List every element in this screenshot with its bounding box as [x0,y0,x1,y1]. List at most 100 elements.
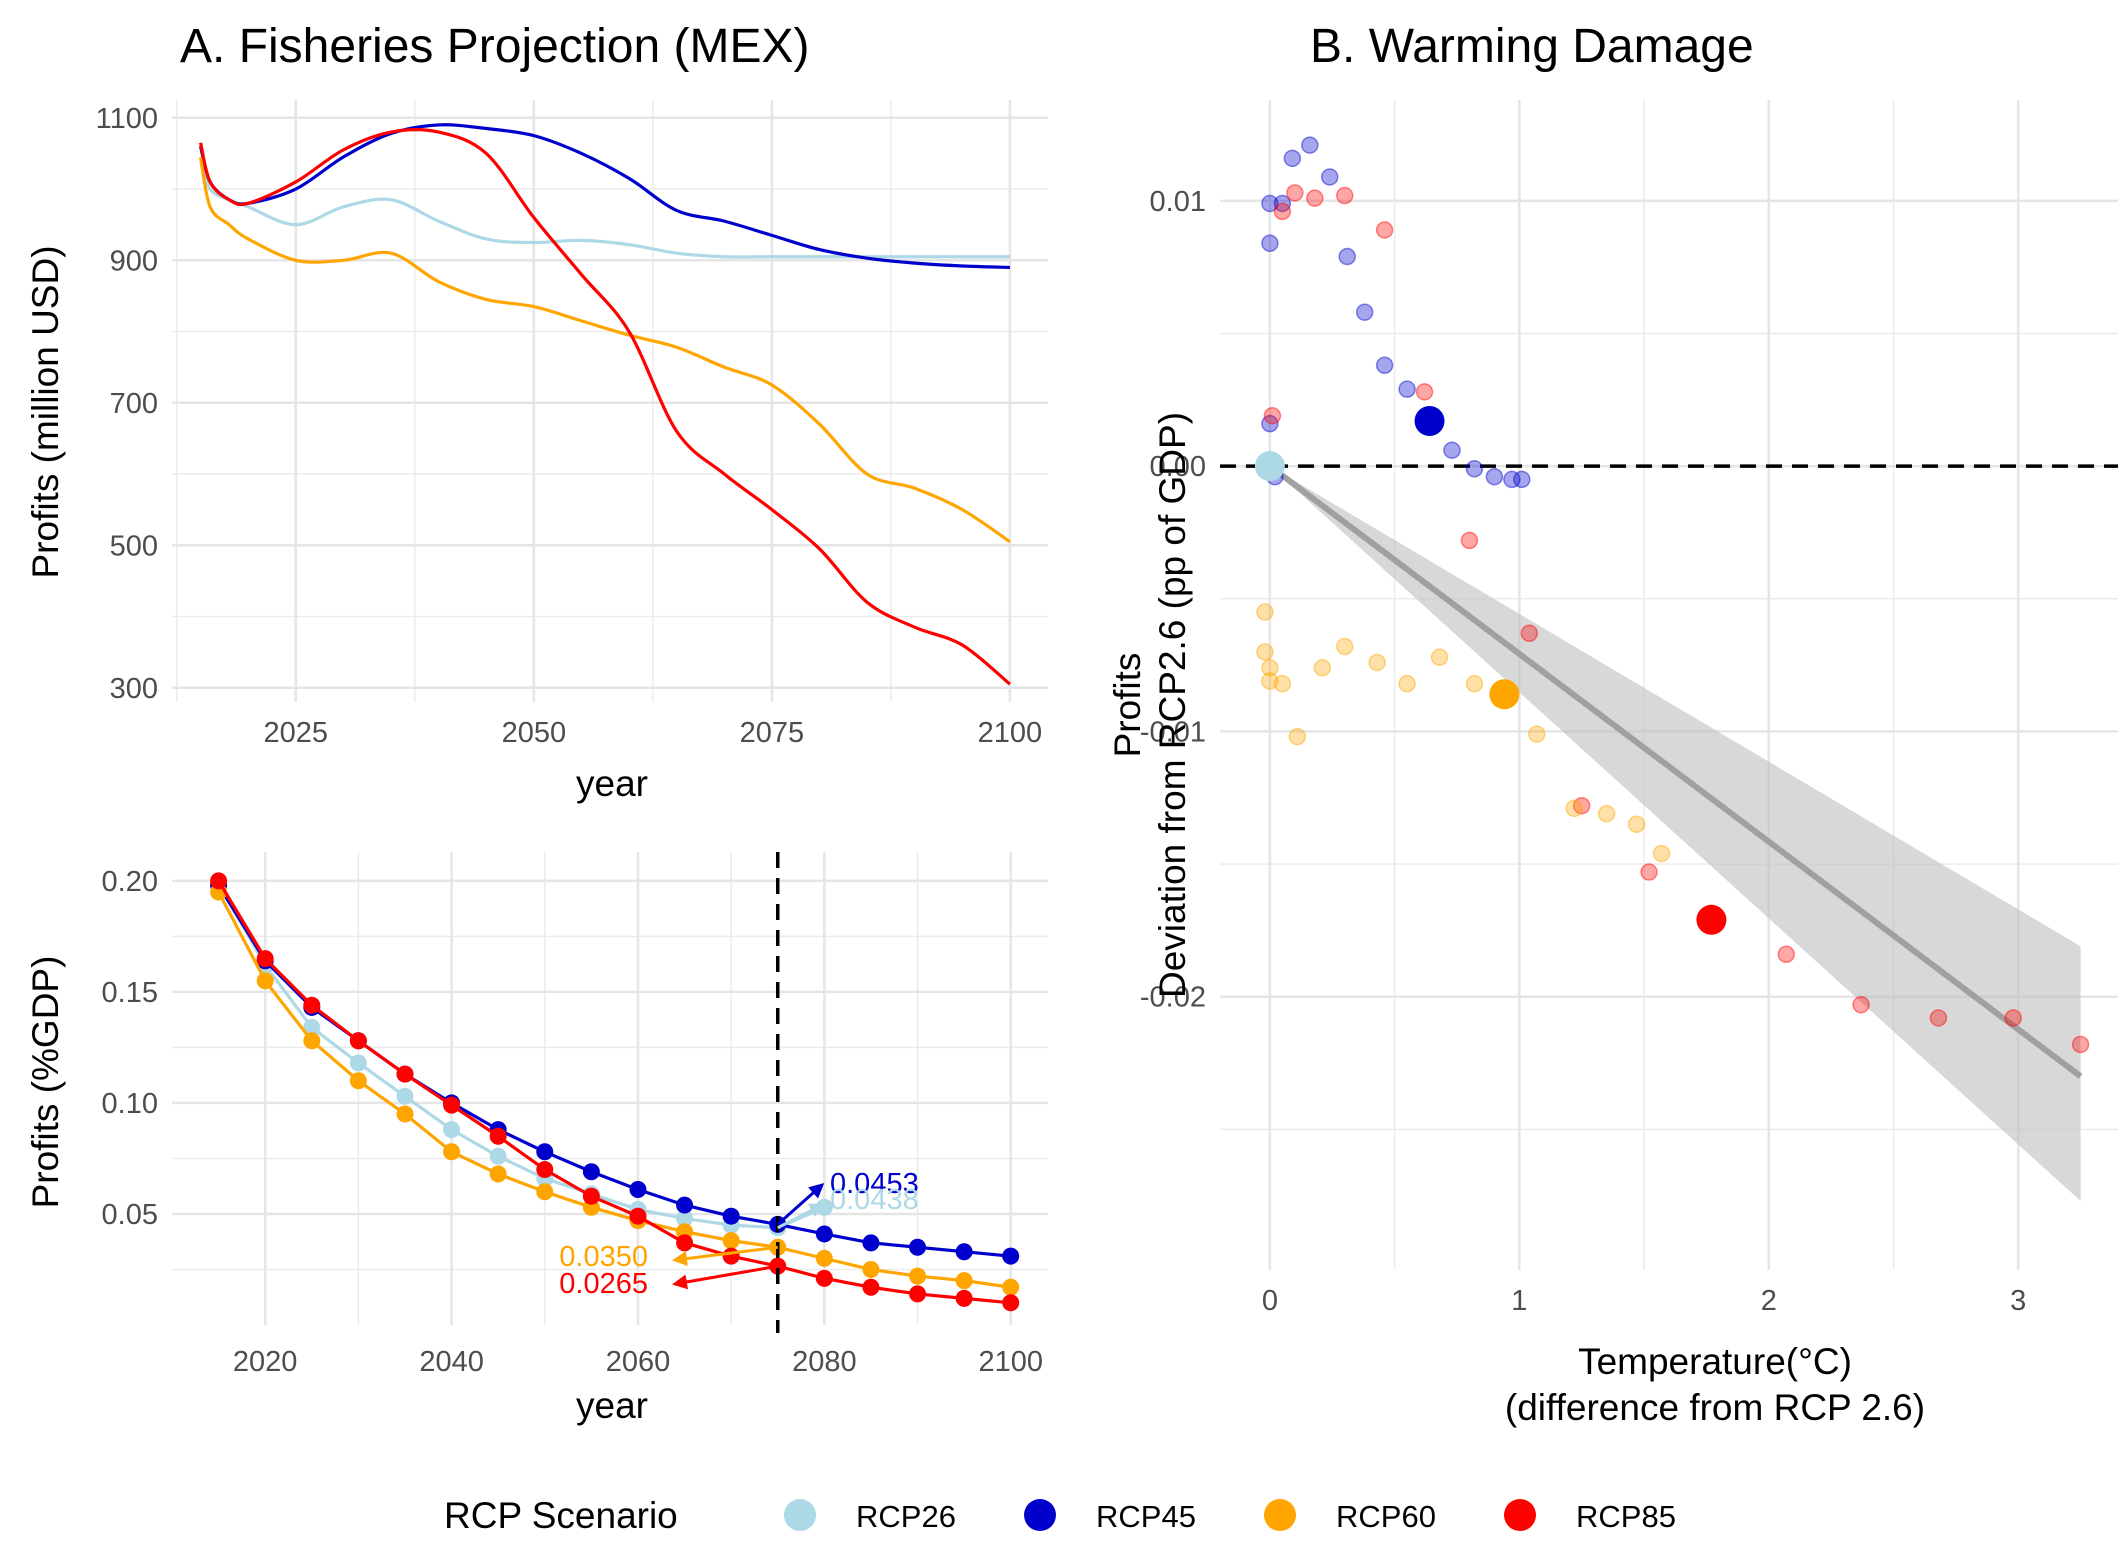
panel-a-gdp-point-rcp60 [862,1260,880,1278]
panel-a-x-tick-label: 2075 [740,717,805,749]
panel-a-gdp-point-rcp45 [815,1225,833,1243]
panel-a-gdp-x-tick-label: 2040 [419,1346,484,1378]
panel-b-y-axis-label-line2: Deviation from RCP2.6 (pp of GDP) [1152,412,1193,998]
panel-a-gdp-chart: 0.05 0.10 0.15 0.20 2020 2040 2060 2080 2100 0.0… [25,852,1048,1426]
panel-b-point-rcp60 [1256,603,1274,621]
panel-b-point-rcp85 [1572,796,1591,815]
panel-a-gdp-point-rcp60 [443,1143,461,1161]
panel-b-points [1254,136,2090,1054]
panel-a-gdp-point-rcp60 [489,1165,507,1183]
panel-a-gdp-x-axis-label: year [576,1385,648,1426]
panel-a-gdp-point-rcp45 [909,1238,927,1256]
panel-a-gdp-annotation-arrow-rcp85 [672,1264,779,1290]
panel-b-point-rcp60 [1430,648,1449,666]
panel-b-x-axis-label-line2: (difference from RCP 2.6) [1505,1387,1925,1428]
panel-a-line-rcp85 [199,128,1011,686]
panel-a-x-tick-label: 2100 [978,717,1043,749]
legend-label-rcp60: RCP60 [1336,1499,1436,1534]
panel-b-point-rcp45 [1338,247,1356,266]
panel-b-point-rcp45 [1503,470,1521,489]
panel-b-chart: -0.02 -0.01 0.00 0.01 0 1 2 3 B. Warming Damage… [1107,20,2118,1428]
panel-b-point-rcp60 [1313,659,1332,677]
panel-b-point-rcp60 [1565,799,1583,818]
panel-b-point-rcp45 [1283,149,1302,168]
panel-b-point-rcp45 [1355,303,1374,321]
panel-b-point-rcp85 [1335,186,1354,205]
panel-a-x-tick-label: 2025 [264,717,329,749]
legend-label-rcp85: RCP85 [1576,1499,1676,1534]
panel-a-x-tick-label: 2050 [502,717,567,749]
panel-b-summary-point-rcp85 [1696,904,1727,935]
panel-a-gdp-line-rcp26 [217,882,825,1230]
panel-a-gdp-y-tick-label: 0.20 [102,866,158,898]
panel-a-line-rcp45 [199,123,1010,270]
panel-a-gdp-point-rcp60 [955,1272,973,1290]
panel-a-gdp-point-rcp60 [396,1105,414,1123]
panel-a-gdp-annotation-rcp26: 0.0438 [830,1184,919,1216]
panel-a-gdp-annotation-arrow-rcp60 [672,1245,778,1266]
panel-b-point-rcp60 [1597,804,1616,823]
panel-a-grid [172,100,1048,702]
panel-a-gdp-ticks: 0.05 0.10 0.15 0.20 2020 2040 2060 2080 2100 [102,866,1043,1378]
panel-b-point-rcp45 [1398,380,1416,398]
panel-b-point-rcp85 [1306,189,1324,207]
panel-b-point-rcp85 [1286,184,1304,202]
panel-a-gdp-point-rcp85 [349,1032,367,1050]
panel-b-point-rcp60 [1398,674,1416,693]
panel-b-point-rcp60 [1465,674,1484,693]
panel-a-gdp-annotation-arrow-rcp45 [776,1183,825,1226]
panel-a-gdp-point-rcp60 [1002,1278,1020,1296]
panel-a-gdp-point-rcp85 [1002,1294,1020,1312]
panel-a-gdp-point-rcp85 [582,1187,600,1205]
panel-a-gdp-x-tick-label: 2080 [792,1346,857,1378]
panel-a-gdp-y-tick-label: 0.05 [102,1199,158,1231]
panel-a-gdp-annotation-rcp85: 0.0265 [559,1268,648,1300]
panel-b-point-rcp85 [1929,1009,1948,1027]
panel-b-point-rcp45 [1443,441,1461,459]
panel-b-point-rcp45 [1261,414,1279,433]
panel-b-point-rcp85 [1520,624,1539,643]
panel-a-line-rcp26 [199,160,1010,259]
panel-a-gdp-line-rcp85 [217,880,1011,1305]
panel-a-gdp-point-rcp85 [815,1269,833,1287]
panel-a-line-rcp60 [198,156,1011,544]
panel-a-gdp-point-rcp45 [676,1196,694,1214]
panel-a-gdp-point-rcp85 [909,1285,927,1303]
panel-b-y-axis-label-line1: Profits [1107,653,1148,758]
panel-a-gdp-point-rcp45 [862,1234,880,1252]
panel-b-title: B. Warming Damage [1310,20,1754,73]
panel-a-gdp-point-rcp45 [722,1207,740,1225]
panel-b-summary-point-rcp60 [1489,679,1520,710]
panel-b-point-rcp45 [1375,356,1394,375]
panel-a-gdp-point-rcp60 [303,1032,321,1050]
panel-a-gdp-y-tick-label: 0.10 [102,1088,158,1120]
panel-a-y-tick-label: 500 [110,530,158,562]
panel-b-point-rcp45 [1273,194,1292,213]
legend-swatch-rcp85 [1504,1499,1536,1531]
panel-a-gdp-point-rcp85 [210,872,228,890]
panel-b-point-rcp45 [1513,470,1531,489]
panel-a-gdp-point-rcp60 [909,1267,927,1285]
panel-b-point-rcp60 [1261,659,1279,677]
panel-a-gdp-point-rcp85 [536,1161,554,1179]
panel-a-gdp-point-rcp85 [489,1127,507,1145]
panel-a-gdp-annotation-rcp60: 0.0350 [559,1241,648,1273]
panel-b-point-rcp60 [1261,672,1279,690]
panel-b-confidence-ribbon [1269,466,2081,1202]
panel-a-gdp-point-rcp26 [676,1209,694,1227]
panel-a-gdp-annotation-rcp45: 0.0453 [830,1168,919,1200]
panel-b-point-rcp85 [1640,863,1658,881]
panel-a-gdp-line-rcp60 [217,891,1011,1289]
panel-a-y-tick-label: 300 [110,673,158,705]
panel-a-gdp-point-rcp45 [582,1163,600,1181]
panel-a-gdp-point-rcp45 [629,1181,647,1199]
panel-b-x-tick-label: 1 [1511,1285,1527,1317]
panel-a-gdp-point-rcp45 [1002,1247,1020,1265]
panel-a-y-tick-label: 900 [110,245,158,277]
panel-a-gdp-point-rcp60 [349,1072,367,1090]
panel-a-gdp-point-rcp85 [396,1065,414,1083]
panel-a-gdp-point-rcp60 [536,1183,554,1201]
panel-a-gdp-y-tick-label: 0.15 [102,977,158,1009]
